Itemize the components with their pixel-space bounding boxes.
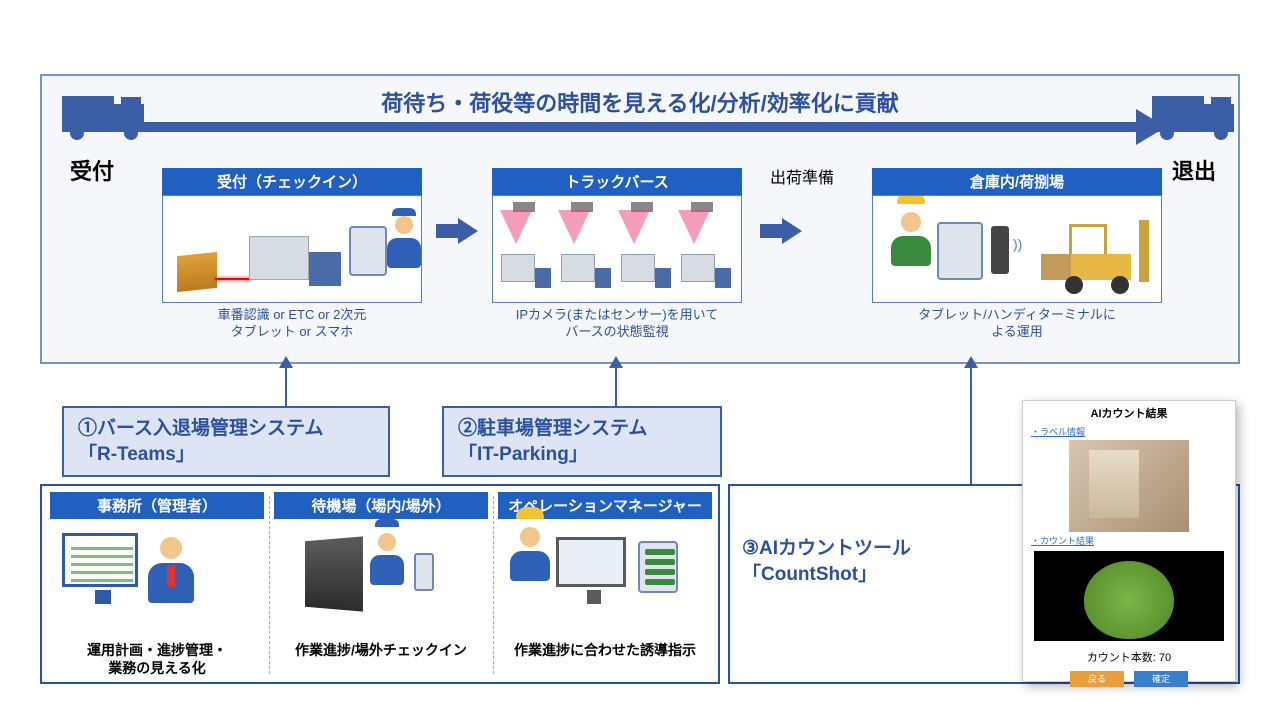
app-title: AIカウント結果: [1023, 401, 1235, 425]
stage-checkin-desc: 車番認識 or ETC or 2次元 タブレット or スマホ: [162, 307, 422, 341]
role-waiting-desc-l1: 作業進捗/場外チェックイン: [295, 642, 467, 658]
manager-icon: [148, 533, 194, 605]
camera-fov-icon: [558, 210, 590, 244]
label-exit: 退出: [1172, 154, 1216, 186]
role-office-desc-l2: 業務の見える化: [108, 660, 206, 676]
berth-truck-icon: [681, 254, 731, 288]
camera-fov-icon: [500, 210, 532, 244]
tablet-list-icon: [638, 541, 678, 593]
stage-berth-desc-l2: バースの状態監視: [565, 324, 668, 339]
connector-3-head-icon: [964, 356, 978, 368]
app-count-text: カウント本数: 70: [1023, 645, 1235, 669]
scanner-beam-icon: [215, 278, 251, 280]
roles-frame: 事務所（管理者） 運用計画・進捗管理・ 業務の見える化 待機場（場内/場外） 作…: [40, 484, 720, 684]
main-title: 荷待ち・荷役等の時間を見える化/分析/効率化に貢献: [42, 86, 1238, 118]
stage-checkin-desc-l2: タブレット or スマホ: [231, 324, 353, 339]
berth-truck-icon: [621, 254, 671, 288]
stage-warehouse-desc: タブレット/ハンディターミナルに よる運用: [872, 307, 1162, 341]
role-opmgr-desc: 作業進捗に合わせた誘導指示: [498, 641, 712, 659]
stage-warehouse-desc-l2: よる運用: [991, 324, 1043, 339]
driver-icon: [370, 543, 404, 603]
gate-icon: [177, 252, 217, 292]
role-opmgr-desc-l1: 作業進捗に合わせた誘導指示: [514, 642, 696, 658]
system-itparking-l1: ②駐車場管理システム: [458, 418, 647, 439]
stage-berth-desc: IPカメラ(またはセンサー)を用いて バースの状態監視: [492, 307, 742, 341]
system-rteams-l2: 「R-Teams」: [78, 444, 195, 465]
monitor-icon: [556, 537, 626, 587]
stage-berth-desc-l1: IPカメラ(またはセンサー)を用いて: [516, 307, 719, 322]
smartphone-icon: [414, 553, 434, 591]
arrow-2-icon: [760, 218, 800, 244]
stage-berth-header: トラックバース: [492, 168, 742, 195]
role-office-header: 事務所（管理者）: [50, 492, 264, 519]
flow-arrow: [142, 122, 1142, 132]
connector-2: [615, 366, 617, 408]
role-office-desc-l1: 運用計画・進捗管理・: [87, 642, 227, 658]
worker-icon: [891, 222, 931, 282]
system-itparking: ②駐車場管理システム 「IT-Parking」: [442, 406, 722, 477]
truck-out-icon: [1152, 90, 1234, 140]
handy-terminal-icon: [991, 226, 1009, 274]
stage-berth: トラックバース IPカメラ(またはセンサー)を用いて バースの状態監視: [492, 168, 742, 341]
role-office-body: [50, 519, 264, 641]
berth-truck-icon: [501, 254, 551, 288]
role-waiting-body: [274, 519, 488, 641]
stage-berth-body: [492, 195, 742, 303]
label-checkin: 受付: [70, 154, 114, 186]
camera-fov-icon: [618, 210, 650, 244]
arrow-1-icon: [436, 218, 476, 244]
checkin-truck-icon: [249, 228, 341, 288]
monitor-gantt-icon: [62, 533, 138, 587]
camera-fov-icon: [678, 210, 710, 244]
role-office: 事務所（管理者） 運用計画・進捗管理・ 業務の見える化: [50, 492, 264, 677]
app-back-button[interactable]: 戻る: [1070, 671, 1124, 687]
truck-in-icon: [62, 90, 144, 140]
tablet-icon: [349, 226, 387, 276]
stage-checkin-body: [162, 195, 422, 303]
app-confirm-button[interactable]: 確定: [1134, 671, 1188, 687]
stage-warehouse-desc-l1: タブレット/ハンディターミナルに: [918, 307, 1116, 322]
role-opmgr-body: [498, 519, 712, 641]
stage-checkin-desc-l1: 車番認識 or ETC or 2次元: [218, 307, 367, 322]
system-countshot-l2: 「CountShot」: [742, 564, 877, 585]
system-countshot-l1: ③AIカウントツール: [742, 538, 911, 559]
app-buttons: 戻る 確定: [1023, 669, 1235, 693]
process-frame: 荷待ち・荷役等の時間を見える化/分析/効率化に貢献 受付 退出 出荷準備 受付（…: [40, 74, 1240, 364]
app-label-photo-icon: [1069, 440, 1189, 532]
role-waiting: 待機場（場内/場外） 作業進捗/場外チェックイン: [274, 492, 488, 659]
role-waiting-header: 待機場（場内/場外）: [274, 492, 488, 519]
role-opmgr: オペレーションマネージャー 作業進捗に合わせた誘導指示: [498, 492, 712, 659]
role-divider: [493, 496, 494, 674]
warehouse-tablet-icon: [937, 222, 983, 280]
stage-checkin: 受付（チェックイン） 車番認識 or ETC or 2次元 タブレット or ス…: [162, 168, 422, 341]
app-link-label: ・ラベル情報: [1023, 425, 1235, 438]
system-rteams-l1: ①バース入退場管理システム: [78, 418, 323, 439]
label-shipping-prep: 出荷準備: [770, 164, 834, 188]
connector-2-head-icon: [609, 356, 623, 368]
role-office-desc: 運用計画・進捗管理・ 業務の見える化: [50, 641, 264, 677]
stage-warehouse: 倉庫内/荷捌場 )) タブレット/ハンディターミナルに よる運用: [872, 168, 1162, 341]
system-rteams: ①バース入退場管理システム 「R-Teams」: [62, 406, 390, 477]
app-link-result: ・カウント結果: [1023, 534, 1235, 547]
wireless-icon: )): [1013, 236, 1022, 252]
countshot-app-mockup: AIカウント結果 ・ラベル情報 ・カウント結果 カウント本数: 70 戻る 確定: [1022, 400, 1236, 682]
stage-warehouse-header: 倉庫内/荷捌場: [872, 168, 1162, 195]
operator-icon: [510, 537, 550, 605]
role-waiting-desc: 作業進捗/場外チェックイン: [274, 641, 488, 659]
berth-truck-icon: [561, 254, 611, 288]
app-result-photo-icon: [1034, 551, 1224, 641]
connector-1: [285, 366, 287, 408]
connector-1-head-icon: [279, 356, 293, 368]
stage-checkin-header: 受付（チェックイン）: [162, 168, 422, 195]
system-countshot: ③AIカウントツール 「CountShot」: [728, 528, 978, 628]
role-divider: [269, 496, 270, 674]
stage-warehouse-body: )): [872, 195, 1162, 303]
kiosk-icon: [305, 536, 363, 611]
forklift-icon: [1041, 214, 1149, 294]
system-itparking-l2: 「IT-Parking」: [458, 444, 588, 465]
staff-icon: [387, 232, 421, 286]
